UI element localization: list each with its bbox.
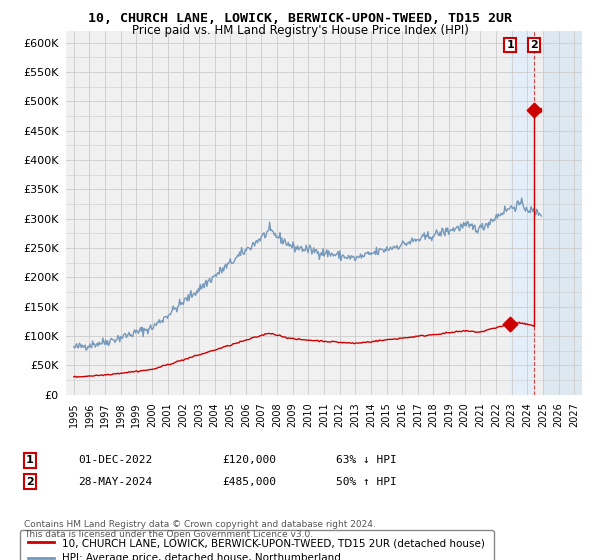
Bar [543,31,582,395]
Text: 50% ↑ HPI: 50% ↑ HPI [336,477,397,487]
Text: Price paid vs. HM Land Registry's House Price Index (HPI): Price paid vs. HM Land Registry's House … [131,24,469,37]
Text: 2: 2 [530,40,538,50]
Legend: 10, CHURCH LANE, LOWICK, BERWICK-UPON-TWEED, TD15 2UR (detached house), HPI: Ave: 10, CHURCH LANE, LOWICK, BERWICK-UPON-TW… [20,530,494,560]
Text: Contains HM Land Registry data © Crown copyright and database right 2024.
This d: Contains HM Land Registry data © Crown c… [24,520,376,539]
Text: 2: 2 [26,477,34,487]
Point [529,106,538,115]
Text: 63% ↓ HPI: 63% ↓ HPI [336,455,397,465]
Text: 1: 1 [506,40,514,50]
Text: 1: 1 [26,455,34,465]
Bar [511,31,533,395]
Text: 10, CHURCH LANE, LOWICK, BERWICK-UPON-TWEED, TD15 2UR: 10, CHURCH LANE, LOWICK, BERWICK-UPON-TW… [88,12,512,25]
Text: £485,000: £485,000 [222,477,276,487]
Point [506,320,515,329]
Text: 01-DEC-2022: 01-DEC-2022 [78,455,152,465]
Text: 28-MAY-2024: 28-MAY-2024 [78,477,152,487]
Text: £120,000: £120,000 [222,455,276,465]
